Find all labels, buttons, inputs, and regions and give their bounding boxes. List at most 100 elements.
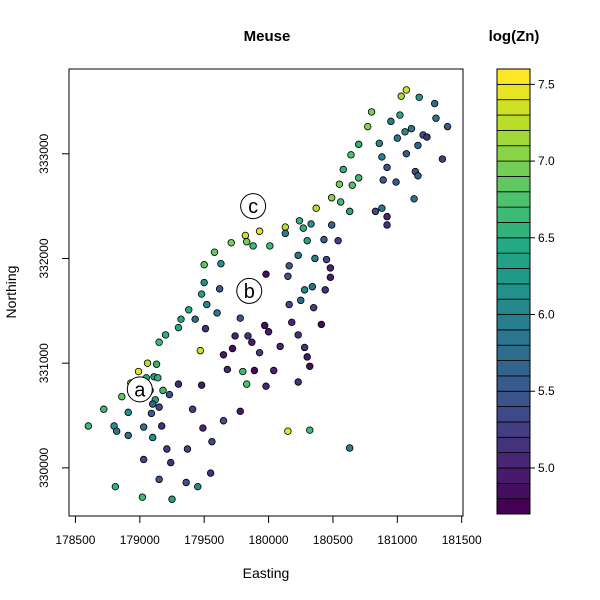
data-point [159,386,167,395]
data-point [201,324,210,333]
data-point [255,348,264,357]
data-point [294,331,302,339]
data-point [112,427,121,435]
data-point [84,422,93,430]
data-point [402,86,411,94]
data-point [321,286,329,294]
colorbar-tick-label: 6.0 [538,308,555,322]
annotation-label: c [248,196,258,218]
colorbar-segment [496,283,531,300]
data-point [378,153,386,161]
x-tick-label: 180000 [249,533,289,547]
data-point [111,482,120,491]
y-tick-label: 332000 [37,238,51,278]
data-point [264,328,273,336]
data-point [197,381,206,389]
colorbar-segment [496,421,531,438]
annotation-label: b [244,281,255,303]
data-point [375,139,384,148]
data-point [307,220,315,228]
data-point [139,423,148,431]
data-point [177,315,185,323]
data-point [383,163,391,172]
data-point [415,93,423,101]
x-tick-label: 180500 [313,533,353,547]
colorbar-segment [496,360,531,377]
data-point [297,296,305,305]
data-point [288,318,296,327]
data-point [203,300,211,309]
data-point [118,392,126,401]
data-point [196,346,205,355]
data-point [397,92,405,100]
data-point [231,332,239,340]
data-point [266,242,274,250]
colorbar-segment [496,375,531,392]
data-point [392,178,400,186]
data-point [262,382,270,390]
data-point [219,417,228,425]
data-point [339,165,347,174]
colorbar-segment [496,406,531,423]
data-point [191,315,199,323]
colorbar-segment [496,268,531,285]
colorbar-tick-label: 5.0 [538,461,555,475]
data-point [294,378,302,386]
data-point [326,273,335,282]
data-point [285,262,293,270]
data-point [236,314,244,322]
annotation-label: a [134,379,146,401]
data-point [345,207,354,216]
data-point [236,407,244,416]
data-point [311,254,319,263]
colorbar-segment [496,452,531,469]
data-point [255,227,264,235]
data-point [244,332,252,340]
data-point [294,251,302,260]
data-point [194,482,202,491]
data-point [387,117,395,126]
data-point [355,140,363,149]
colorbar-segment [496,314,531,331]
data-point [371,207,380,216]
data-point [308,283,317,291]
data-point [414,141,422,150]
colorbar-segment [496,191,531,208]
data-point [285,300,293,309]
annotation-circle [240,193,267,220]
colorbar-segment [496,160,531,177]
data-point [199,424,207,432]
data-point [200,261,208,269]
data-point [174,323,183,332]
data-point [134,367,143,376]
data-point [396,111,404,119]
data-point [438,155,447,163]
data-point [213,309,221,317]
annotation-circle [236,277,263,304]
data-point [443,122,452,131]
data-point [309,303,318,312]
data-point [383,221,391,229]
data-point [383,212,391,221]
data-point [300,286,309,294]
data-point [407,124,416,133]
colorbar-tick-label: 5.5 [538,384,555,398]
colorbar-segment [496,145,531,162]
data-point [124,431,132,440]
data-point [306,426,314,434]
data-point [197,290,206,298]
colorbar-title: log(Zn) [489,28,540,45]
data-point [327,194,336,202]
data-point [261,321,269,330]
colorbar-segment [496,68,531,85]
colorbar-segment [496,436,531,454]
data-point [432,114,440,122]
data-point [183,445,192,453]
data-point [327,221,336,229]
data-point [152,360,161,368]
data-point [158,422,166,430]
data-point [215,285,224,293]
colorbar-segment [496,83,531,101]
data-point [124,408,132,417]
colorbar-segment [496,482,531,500]
